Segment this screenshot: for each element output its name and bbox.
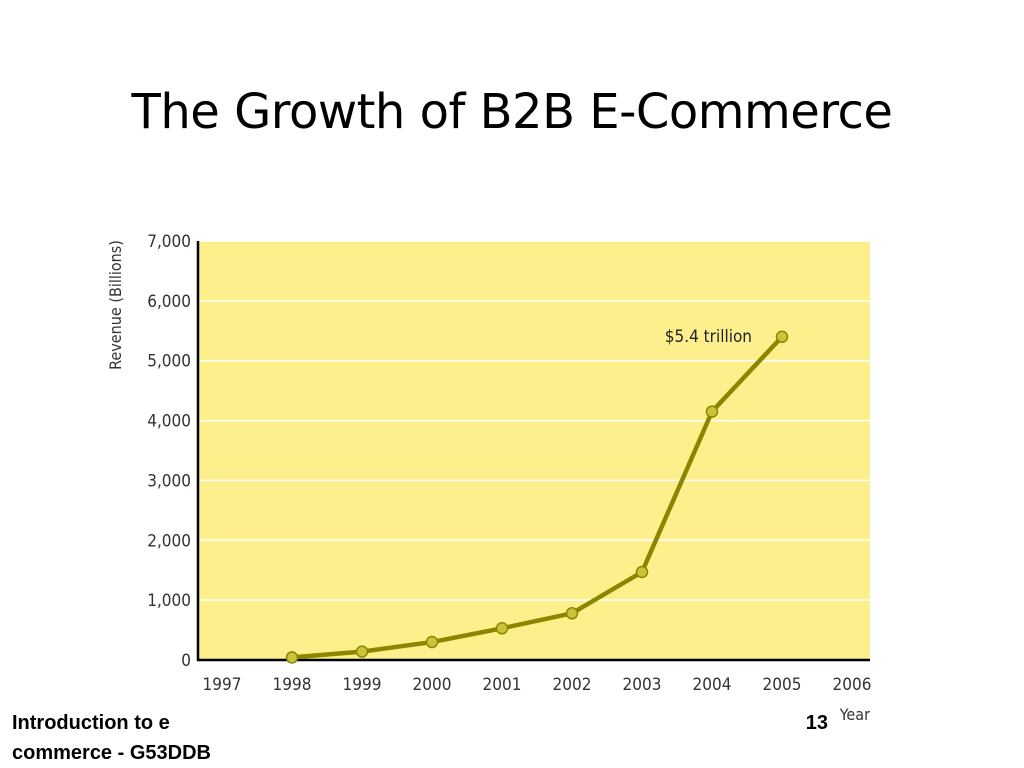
x-tick-label: 2005 [763, 675, 802, 695]
data-point [565, 607, 579, 620]
footer-line-2: commerce - G53DDB [12, 742, 211, 764]
y-tick-label: 1,000 [147, 591, 191, 611]
slide-title: The Growth of B2B E-Commerce [131, 84, 893, 140]
annotations: $5.4 trillion [665, 327, 752, 347]
y-tick-label: 7,000 [147, 232, 191, 252]
y-tick-labels: 0 1,000 2,000 3,000 4,000 5,000 6,000 7,000 [147, 232, 191, 671]
data-point [285, 651, 299, 664]
page-number: 13 [805, 712, 828, 734]
plot-background [198, 241, 870, 660]
x-tick-label: 1998 [273, 675, 312, 695]
footer-course-title: Introduction to e commerce - G53DDB [12, 708, 302, 768]
data-point [425, 635, 439, 649]
x-tick-label: 2002 [553, 675, 592, 695]
data-point [775, 330, 789, 344]
x-tick-label: 2000 [413, 675, 452, 695]
y-axis-label: Revenue (Billions) [106, 240, 125, 370]
y-tick-label: 3,000 [147, 471, 191, 491]
y-tick-label: 6,000 [147, 292, 191, 312]
x-tick-labels: 1997 1998 1999 2000 2001 2002 2003 2004 2005 2006 [203, 675, 872, 695]
y-tick-label: 0 [181, 651, 191, 671]
x-tick-label: 2006 [833, 675, 872, 695]
x-tick-label: 2003 [623, 675, 662, 695]
data-point [355, 645, 369, 658]
x-tick-label: 1997 [203, 675, 242, 695]
data-point [635, 565, 649, 579]
y-tick-label: 4,000 [147, 412, 191, 432]
data-point [705, 405, 719, 418]
gridlines [198, 240, 870, 601]
y-tick-label: 5,000 [147, 352, 191, 372]
footer-line-1: Introduction to e [12, 712, 170, 734]
x-tick-label: 2004 [693, 675, 732, 695]
x-tick-label: 1999 [343, 675, 382, 695]
x-tick-label: 2001 [483, 675, 522, 695]
series-line [291, 335, 784, 660]
x-axis-label: Year [839, 705, 870, 724]
y-tick-label: 2,000 [147, 531, 191, 551]
series-group [285, 330, 789, 664]
annotation-label: $5.4 trillion [665, 327, 752, 347]
data-point [495, 622, 509, 635]
